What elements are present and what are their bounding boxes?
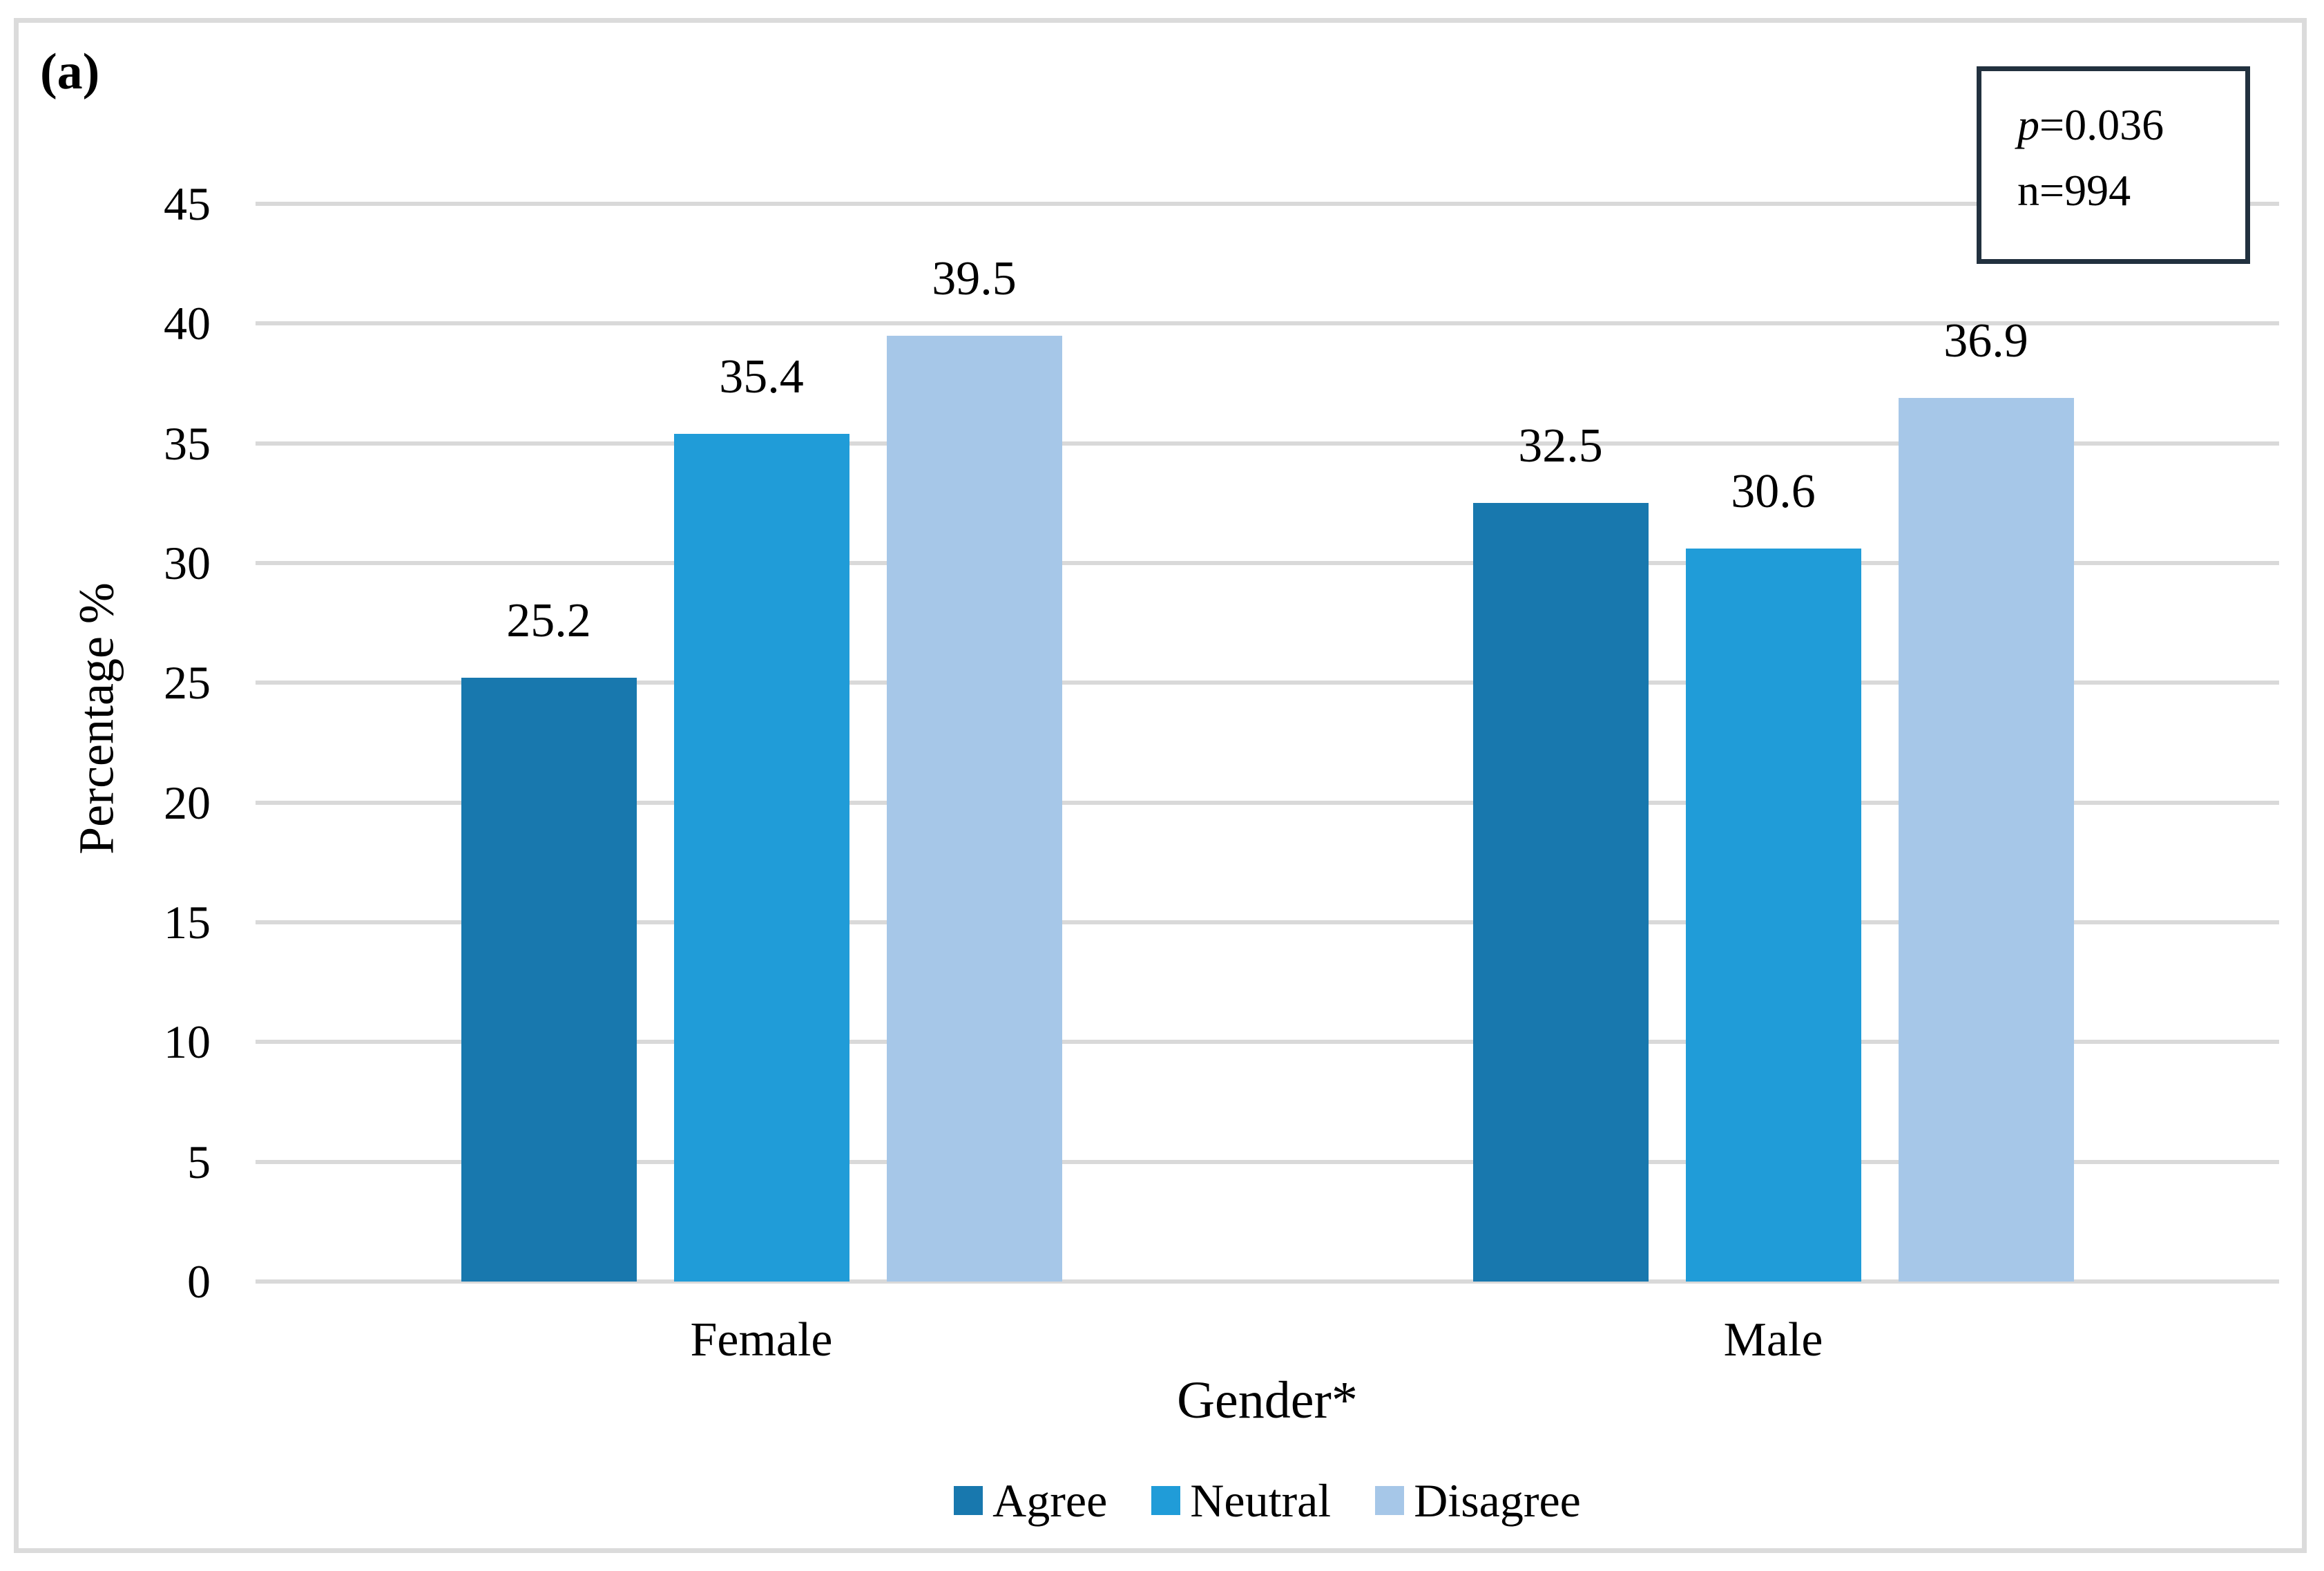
legend-swatch-agree — [954, 1486, 983, 1515]
bar-value-label: 30.6 — [1731, 465, 1816, 519]
panel-label: (a) — [40, 44, 100, 100]
gridline — [256, 1279, 2279, 1284]
y-tick-label: 10 — [164, 1016, 211, 1069]
gridline — [256, 680, 2279, 685]
bar-value-label: 39.5 — [932, 251, 1017, 305]
stats-annotation-box: p=0.036 n=994 — [1977, 66, 2250, 264]
legend-item-disagree: Disagree — [1375, 1473, 1581, 1528]
bar-disagree-male — [1898, 397, 2074, 1282]
bar-neutral-female — [673, 433, 849, 1282]
legend-label-neutral: Neutral — [1190, 1474, 1332, 1527]
y-tick-label: 20 — [164, 776, 211, 829]
y-tick-label: 40 — [164, 297, 211, 350]
y-tick-label: 25 — [164, 656, 211, 710]
gridline — [256, 920, 2279, 924]
legend-label-disagree: Disagree — [1414, 1474, 1581, 1527]
gridline — [256, 202, 2279, 206]
bar-agree-male — [1472, 503, 1649, 1282]
y-tick-label: 30 — [164, 537, 211, 589]
legend-swatch-disagree — [1375, 1486, 1405, 1515]
y-tick-label: 35 — [164, 417, 211, 470]
gridline — [256, 1159, 2279, 1164]
p-symbol: p — [2017, 100, 2039, 149]
y-tick-label: 5 — [187, 1135, 211, 1188]
gridline — [256, 561, 2279, 565]
legend: Agree Neutral Disagree — [256, 1472, 2279, 1530]
legend-item-agree: Agree — [954, 1473, 1107, 1528]
p-value-line: p=0.036 — [2017, 92, 2245, 158]
gridline — [256, 441, 2279, 446]
bar-value-label: 32.5 — [1518, 419, 1603, 473]
bar-value-label: 36.9 — [1943, 314, 2028, 368]
gridline — [256, 321, 2279, 326]
category-label-male: Male — [1723, 1313, 1823, 1367]
bar-value-label: 25.2 — [506, 594, 591, 648]
bar-agree-female — [461, 678, 637, 1282]
bar-value-label: 35.4 — [719, 350, 804, 403]
legend-label-agree: Agree — [992, 1474, 1108, 1527]
y-tick-label: 45 — [164, 178, 211, 230]
bar-neutral-male — [1685, 549, 1861, 1282]
category-label-female: Female — [690, 1313, 833, 1367]
x-axis-title: Gender* — [1177, 1371, 1358, 1429]
gridline — [256, 1040, 2279, 1045]
p-value: =0.036 — [2039, 100, 2164, 149]
bar-disagree-female — [886, 335, 1062, 1282]
legend-swatch-neutral — [1151, 1486, 1181, 1515]
gridline — [256, 800, 2279, 805]
n-value-line: n=994 — [2017, 166, 2131, 215]
y-tick-label: 0 — [187, 1255, 211, 1308]
y-tick-label: 15 — [164, 896, 211, 949]
legend-item-neutral: Neutral — [1151, 1473, 1331, 1528]
